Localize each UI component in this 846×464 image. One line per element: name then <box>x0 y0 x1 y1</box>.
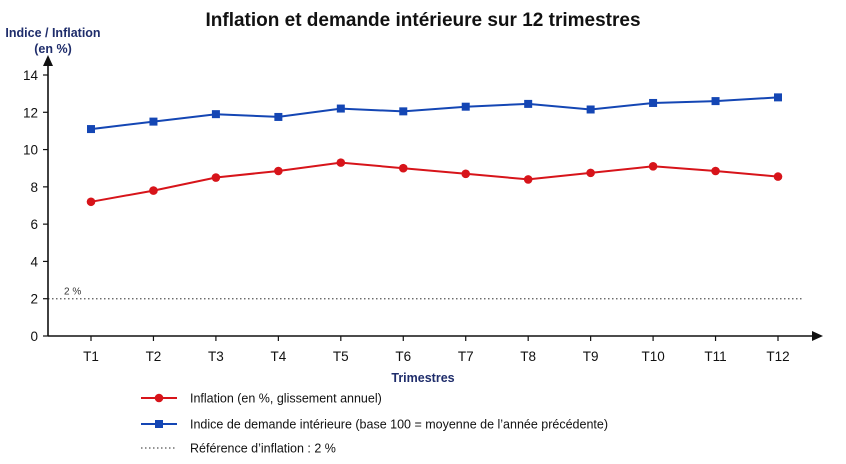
data-point-circle <box>211 173 221 182</box>
x-tick-label: T4 <box>270 349 286 364</box>
data-point-circle <box>336 158 346 167</box>
x-tick-label: T7 <box>458 349 474 364</box>
data-point-square <box>149 117 158 126</box>
y-tick-label: 14 <box>23 68 39 83</box>
data-point-circle <box>648 162 658 171</box>
x-tick-label: T6 <box>395 349 411 364</box>
legend-label-1: Inflation (en %, glissement annuel) <box>190 392 382 406</box>
y-tick-label: 4 <box>30 254 38 269</box>
y-tick-label: 2 <box>30 292 38 307</box>
x-tick-label: T1 <box>83 349 99 364</box>
data-point-circle <box>398 163 408 173</box>
data-point-square <box>649 98 658 107</box>
data-point-square <box>211 110 220 119</box>
legend-label-reference: Référence d’inflation : 2 % <box>190 442 336 456</box>
data-point-square <box>461 102 470 111</box>
data-point-circle <box>711 166 720 176</box>
y-axis-label-line2: (en %) <box>34 42 72 56</box>
x-axis-arrow <box>812 331 823 341</box>
y-tick-label: 8 <box>30 180 38 195</box>
y-tick-label: 12 <box>23 105 38 120</box>
x-tick-label: T2 <box>146 349 162 364</box>
y-axis-label-line1: Indice / Inflation <box>5 26 100 40</box>
data-point-circle <box>149 186 158 195</box>
data-point-square <box>774 93 782 102</box>
y-tick-label: 10 <box>23 143 38 158</box>
x-tick-label: T8 <box>520 349 536 364</box>
x-tick-label: T5 <box>333 349 349 364</box>
data-point-square <box>524 99 533 108</box>
x-tick-label: T3 <box>208 349 224 364</box>
series-line-1 <box>90 161 779 203</box>
data-point-square <box>399 107 408 116</box>
legend-marker-square <box>155 420 163 428</box>
chart-title: Inflation et demande intérieure sur 12 t… <box>205 10 640 31</box>
data-point-circle <box>773 172 783 181</box>
data-point-circle <box>86 197 96 207</box>
data-point-circle <box>523 175 533 184</box>
data-point-circle <box>274 166 283 176</box>
data-point-circle <box>586 168 595 178</box>
x-axis-label: Trimestres <box>391 371 454 385</box>
reference-line-label: 2 % <box>64 287 81 298</box>
legend-marker-circle <box>154 393 164 403</box>
data-point-square <box>586 105 595 114</box>
data-point-circle <box>461 169 471 179</box>
data-point-square <box>336 104 345 113</box>
legend-label-2: Indice de demande intérieure (base 100 =… <box>190 418 608 432</box>
x-tick-label: T9 <box>583 349 599 364</box>
y-tick-label: 0 <box>30 329 38 344</box>
x-tick-label: T10 <box>641 349 664 364</box>
y-axis-arrow <box>43 55 53 66</box>
series-line-2 <box>90 96 779 131</box>
x-tick-label: T11 <box>704 349 726 364</box>
data-point-square <box>711 97 720 106</box>
x-tick-label: T12 <box>766 349 789 364</box>
y-tick-label: 6 <box>30 217 38 232</box>
data-point-square <box>274 112 283 121</box>
data-point-square <box>87 125 95 134</box>
